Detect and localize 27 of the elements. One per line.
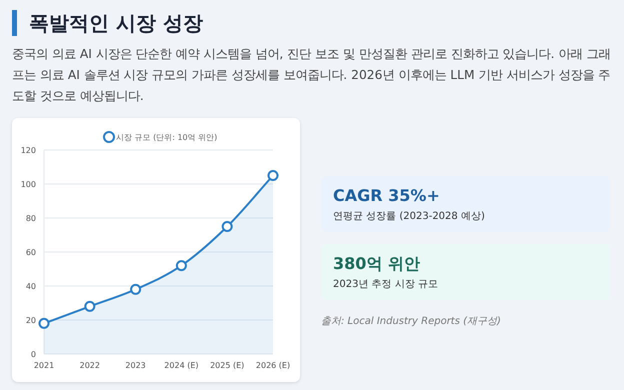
point — [38, 318, 50, 329]
x-tick-label: 2021 — [34, 361, 54, 370]
point — [130, 284, 142, 295]
x-tick-label: 2024 (E) — [164, 361, 198, 370]
text: 2023년 추정 시장 규모 — [333, 278, 438, 291]
point — [176, 260, 187, 272]
x-tick-label: 2023 — [125, 361, 146, 370]
y-tick-label: 0 — [30, 350, 36, 359]
chart-title: 폭발적인 시장 성장 — [12, 10, 203, 36]
y-tick-label: 80 — [26, 214, 36, 223]
y-tick-label: 120 — [20, 146, 36, 155]
legend-label: 시장 규모 (단위: 10억 위안) — [116, 133, 218, 142]
x-tick-label: 2022 — [80, 361, 100, 370]
point — [84, 300, 96, 312]
x-tick-label: 2025 (E) — [210, 361, 244, 370]
x-tick-label: 2026 (E) — [256, 361, 290, 370]
text: 380억 위안 — [333, 254, 420, 275]
y-tick-label: 100 — [20, 180, 36, 189]
point — [268, 170, 278, 181]
point — [222, 221, 233, 232]
text: CAGR 35%+ — [333, 186, 440, 205]
text: 연평균 성장률 (2023-2028 예상) — [333, 210, 485, 223]
y-tick-label: 20 — [26, 316, 36, 325]
source-note: 출처: Local Industry Reports (재구성) — [321, 315, 501, 328]
y-tick-label: 40 — [26, 282, 36, 291]
text: 중국의 의료 AI 시장은 단순한 예약 시스템을 넘어, 진단 보조 및 만성질환 관리로 진화하고 있습니다. 아래 그래프는 의료 AI 솔루션 시장 규모의 가파른 성장세를 보여줍니다. 2026년 이후에는 LLM 기반 서비스가 성장을 주도할 것으로 예상됩니다. — [12, 46, 612, 105]
y-tick-label: 60 — [26, 248, 36, 257]
